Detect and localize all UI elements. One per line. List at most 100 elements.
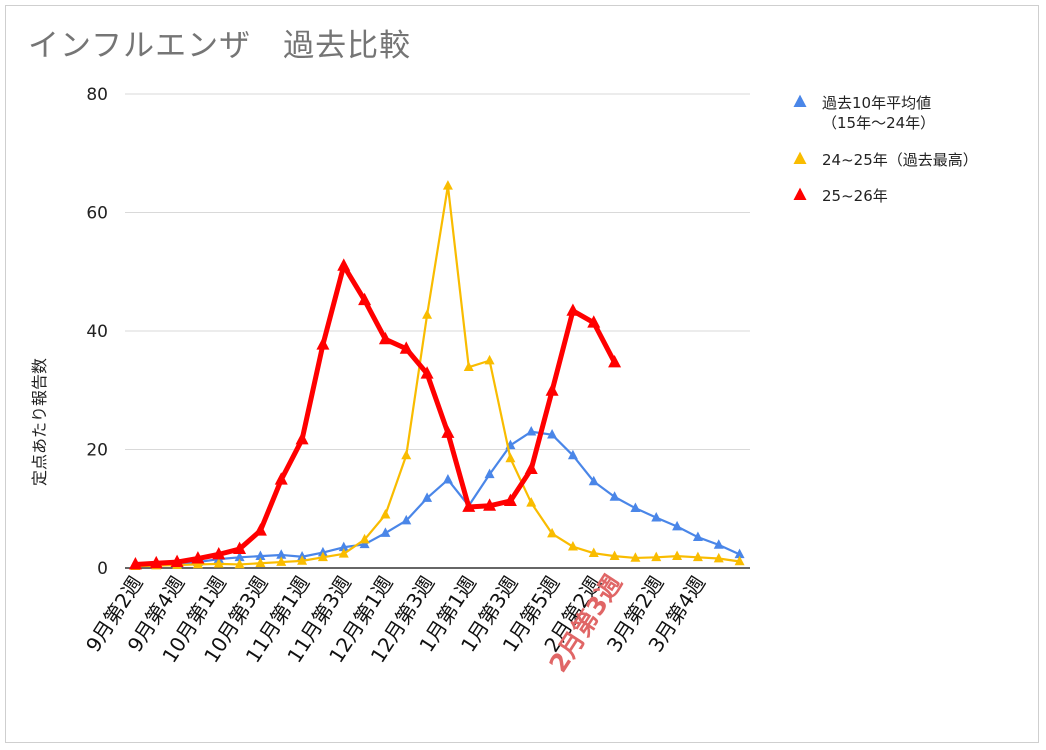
y-tick-label: 80 bbox=[86, 85, 108, 105]
data-point bbox=[255, 550, 266, 560]
series-line bbox=[134, 184, 741, 568]
data-point bbox=[233, 541, 247, 554]
data-point bbox=[692, 531, 703, 541]
data-point bbox=[524, 461, 538, 474]
legend-label: 25~26年 bbox=[822, 187, 888, 205]
y-tick-label: 20 bbox=[86, 441, 108, 461]
data-point bbox=[692, 551, 703, 562]
data-point bbox=[213, 558, 224, 568]
legend-marker bbox=[793, 187, 807, 200]
data-point bbox=[337, 258, 351, 271]
series-1 bbox=[130, 180, 745, 571]
data-point bbox=[253, 523, 267, 536]
data-point bbox=[609, 550, 620, 560]
legend-label: （15年〜24年） bbox=[822, 114, 935, 132]
data-point bbox=[651, 511, 662, 522]
data-point bbox=[526, 497, 537, 507]
data-point bbox=[358, 292, 372, 306]
data-point bbox=[484, 354, 495, 365]
chart-frame bbox=[5, 5, 1039, 743]
data-point bbox=[713, 539, 724, 549]
y-tick-labels: 0 20 40 60 80 bbox=[86, 85, 108, 579]
data-point bbox=[608, 354, 622, 368]
data-point bbox=[295, 432, 309, 445]
data-point bbox=[316, 337, 330, 350]
data-point bbox=[588, 547, 599, 557]
data-point bbox=[128, 557, 142, 570]
data-point bbox=[192, 558, 203, 569]
data-point bbox=[442, 474, 453, 484]
data-point bbox=[734, 548, 745, 559]
data-point bbox=[463, 361, 474, 371]
data-point bbox=[442, 180, 453, 190]
legend-marker bbox=[793, 151, 807, 164]
data-point bbox=[462, 499, 476, 512]
legend-item: 24~25年（過去最高） bbox=[793, 151, 978, 169]
gridlines bbox=[125, 93, 750, 569]
legend-marker bbox=[793, 94, 807, 107]
data-point bbox=[380, 508, 391, 519]
data-point bbox=[422, 309, 433, 319]
data-point bbox=[234, 558, 245, 569]
data-point bbox=[567, 449, 578, 460]
data-point bbox=[483, 498, 497, 511]
data-point bbox=[338, 541, 349, 552]
data-point bbox=[276, 556, 287, 566]
data-point bbox=[567, 540, 578, 551]
series-2 bbox=[128, 258, 622, 570]
data-point bbox=[651, 551, 662, 562]
data-point bbox=[503, 493, 517, 506]
data-point bbox=[297, 555, 308, 565]
series-layer bbox=[128, 180, 745, 571]
data-point bbox=[587, 315, 601, 328]
data-point bbox=[380, 527, 391, 537]
data-point bbox=[484, 468, 495, 479]
data-point bbox=[630, 552, 641, 562]
data-point bbox=[276, 549, 287, 559]
series-line bbox=[134, 430, 741, 567]
data-point bbox=[545, 383, 559, 396]
data-point bbox=[734, 555, 745, 566]
legend-item: 25~26年 bbox=[793, 187, 888, 205]
legend-label: 過去10年平均値 bbox=[822, 94, 931, 112]
data-point bbox=[672, 520, 683, 531]
legend: 過去10年平均値 （15年〜24年） 24~25年（過去最高） 25~26年 bbox=[793, 94, 978, 205]
data-point bbox=[609, 491, 620, 501]
data-point bbox=[547, 527, 558, 538]
data-point bbox=[401, 449, 412, 460]
data-point bbox=[234, 551, 245, 562]
data-point bbox=[401, 514, 412, 525]
series-0 bbox=[130, 426, 745, 570]
legend-label: 24~25年（過去最高） bbox=[822, 151, 978, 169]
data-point bbox=[170, 554, 184, 568]
data-point bbox=[420, 366, 434, 379]
data-point bbox=[359, 533, 370, 544]
data-point bbox=[149, 555, 163, 569]
data-point bbox=[399, 341, 413, 354]
data-point bbox=[547, 428, 558, 439]
legend-item: 過去10年平均値 （15年〜24年） bbox=[793, 94, 935, 132]
y-tick-label: 0 bbox=[97, 559, 108, 579]
data-point bbox=[713, 552, 724, 563]
data-point bbox=[212, 546, 226, 560]
data-point bbox=[338, 548, 349, 558]
data-point bbox=[588, 475, 599, 486]
data-point bbox=[255, 557, 266, 568]
data-point bbox=[505, 452, 516, 463]
y-axis-label: 定点あたり報告数 bbox=[30, 358, 49, 486]
data-point bbox=[672, 550, 683, 560]
data-point bbox=[526, 426, 537, 436]
x-tick-labels: 9月第2週9月第4週10月第1週10月第3週11月第1週11月第3週12月第1週… bbox=[81, 569, 710, 677]
y-tick-label: 40 bbox=[86, 322, 108, 342]
data-point bbox=[317, 551, 328, 562]
chart-title: インフルエンザ 過去比較 bbox=[28, 28, 412, 64]
data-point bbox=[441, 425, 455, 438]
data-point bbox=[566, 303, 580, 316]
y-tick-label: 60 bbox=[86, 204, 108, 224]
data-point bbox=[191, 551, 205, 564]
data-point bbox=[274, 472, 288, 485]
data-point bbox=[422, 492, 433, 502]
data-point bbox=[630, 502, 641, 512]
data-point bbox=[378, 331, 392, 345]
